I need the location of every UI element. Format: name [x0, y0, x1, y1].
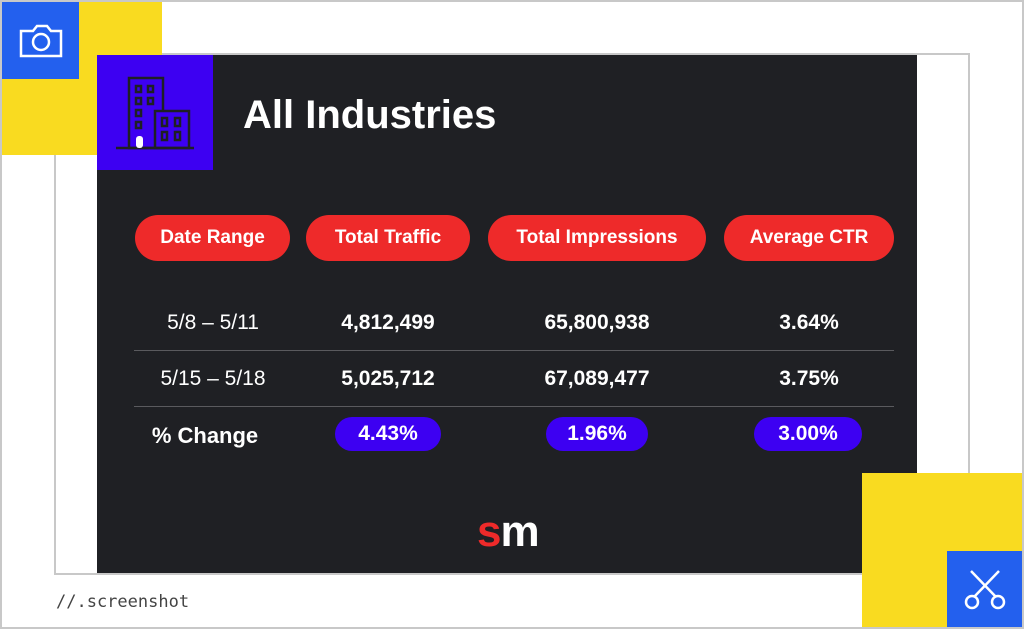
change-label: % Change [151, 423, 259, 448]
camera-icon [19, 24, 62, 57]
header-total-traffic: Total Traffic [306, 215, 470, 261]
row-divider [134, 406, 894, 407]
header-date-range: Date Range [135, 215, 290, 261]
row-divider [134, 350, 894, 351]
header-average-ctr: Average CTR [724, 215, 894, 261]
slide-image: All Industries Date Range Total Traffic … [97, 55, 917, 573]
capture-frame [54, 53, 970, 575]
slide-title: All Industries [243, 93, 497, 137]
row1-ctr: 3.64% [779, 311, 839, 334]
change-ctr: 3.00% [754, 417, 862, 451]
row1-impressions: 65,800,938 [544, 311, 650, 334]
row2-ctr: 3.75% [779, 367, 839, 390]
header-total-impressions: Total Impressions [488, 215, 706, 261]
building-icon [116, 76, 194, 149]
change-traffic: 4.43% [335, 417, 441, 451]
scissors-button[interactable] [947, 551, 1022, 627]
row1-date: 5/8 – 5/11 [167, 311, 259, 334]
scissors-icon [964, 570, 1005, 610]
industry-badge [97, 55, 213, 170]
row2-impressions: 67,089,477 [544, 367, 650, 390]
screenshot-caption: //.screenshot [56, 592, 190, 612]
row2-traffic: 5,025,712 [341, 367, 435, 390]
change-impressions: 1.96% [546, 417, 648, 451]
camera-button[interactable] [2, 2, 79, 79]
row2-date: 5/15 – 5/18 [160, 367, 266, 390]
sm-logo: sm [477, 507, 540, 556]
row1-traffic: 4,812,499 [341, 311, 435, 334]
